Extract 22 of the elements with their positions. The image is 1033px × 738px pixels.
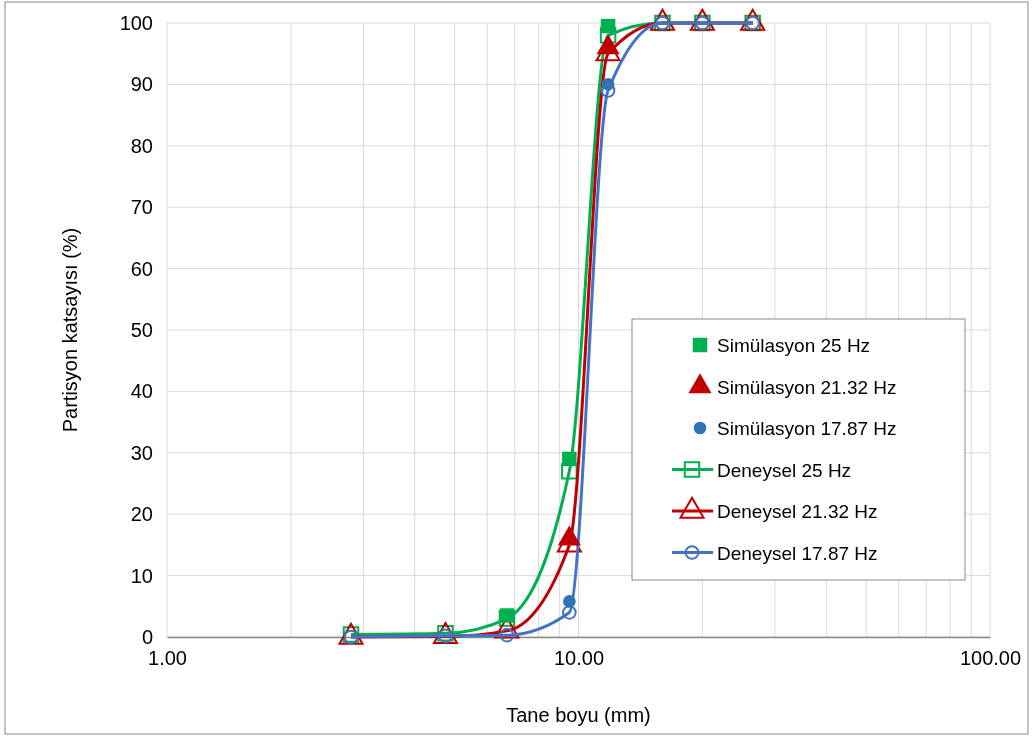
y-tick-label: 20 — [130, 503, 153, 526]
x-axis-title: Tane boyu (mm) — [506, 704, 651, 726]
y-tick-label: 30 — [130, 441, 153, 464]
y-tick-label: 0 — [141, 625, 153, 648]
legend-label: Simülasyon 21.32 Hz — [717, 376, 897, 398]
y-tick-label: 50 — [130, 318, 153, 341]
y-tick-label: 100 — [119, 11, 153, 34]
legend-label: Simülasyon 25 Hz — [717, 335, 871, 356]
legend-label: Deneysel 17.87 Hz — [717, 542, 878, 564]
y-tick-label: 90 — [130, 73, 153, 96]
x-tick-label: 1.00 — [148, 647, 187, 670]
x-tick-label: 100.00 — [959, 647, 1022, 670]
x-tick-label: 10.00 — [553, 647, 605, 670]
legend-label: Deneysel 25 Hz — [717, 459, 852, 481]
y-tick-label: 60 — [130, 257, 153, 280]
y-axis-title: Partisyon katsayısı (%) — [59, 227, 81, 433]
legend-label: Simülasyon 17.87 Hz — [717, 418, 897, 439]
y-tick-label: 70 — [130, 196, 153, 219]
y-tick-label: 80 — [130, 134, 153, 157]
y-tick-label: 10 — [130, 564, 153, 587]
legend-label: Deneysel 21.32 Hz — [717, 501, 878, 522]
y-tick-label: 40 — [130, 380, 153, 403]
